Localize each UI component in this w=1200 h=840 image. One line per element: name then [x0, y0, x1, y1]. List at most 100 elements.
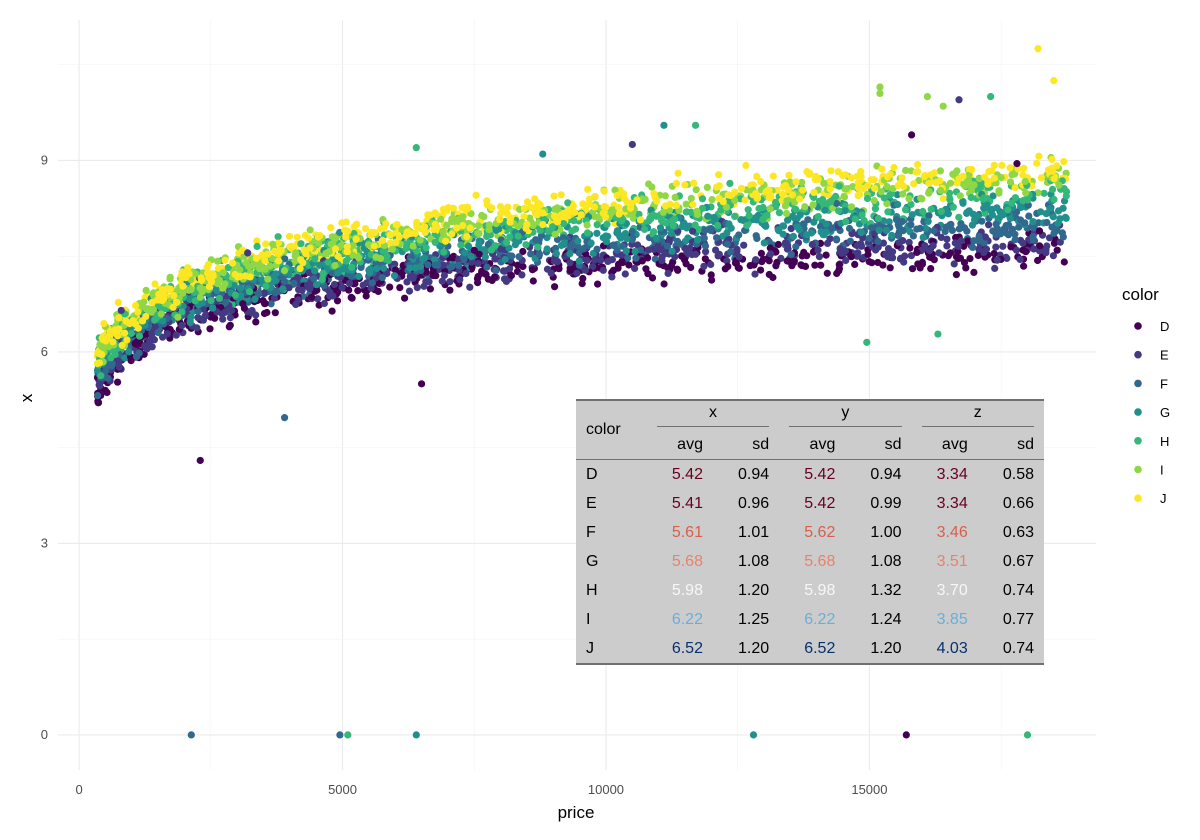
data-point: [420, 282, 428, 290]
data-point: [272, 270, 280, 278]
data-point: [198, 299, 206, 307]
data-point: [842, 185, 850, 193]
legend-label-E: E: [1160, 348, 1169, 363]
table-cell-avg: 5.98: [804, 581, 836, 599]
data-point: [920, 173, 929, 181]
data-point: [236, 266, 244, 274]
data-point: [320, 299, 328, 308]
data-point: [875, 226, 883, 234]
table-row-label: J: [586, 639, 594, 657]
legend-label-G: G: [1160, 405, 1170, 420]
data-point: [715, 195, 723, 203]
data-point: [953, 167, 961, 175]
legend-key-G: [1134, 408, 1142, 416]
data-point: [253, 260, 262, 268]
data-point: [808, 240, 816, 249]
data-point: [885, 218, 893, 226]
data-point: [378, 236, 387, 244]
data-point: [152, 314, 160, 322]
data-point: [225, 323, 233, 331]
data-point: [507, 214, 515, 222]
data-point: [955, 213, 963, 221]
data-point: [261, 289, 269, 297]
data-point: [214, 264, 222, 272]
data-point: [355, 272, 363, 280]
data-point: [919, 233, 927, 241]
data-point: [880, 194, 888, 202]
data-point: [417, 380, 426, 388]
data-point: [432, 222, 440, 230]
data-point: [520, 213, 528, 221]
data-point: [755, 204, 763, 213]
y-axis-title: x: [17, 393, 36, 402]
data-point: [921, 242, 929, 250]
data-point: [114, 378, 122, 386]
data-point: [890, 163, 898, 172]
data-point: [107, 354, 115, 362]
data-point: [954, 254, 962, 263]
data-point: [342, 233, 350, 241]
data-point: [796, 211, 804, 219]
data-point: [817, 261, 825, 269]
data-point: [527, 203, 535, 211]
data-point: [567, 244, 575, 252]
data-point: [277, 247, 285, 255]
data-point: [539, 150, 547, 158]
data-point: [108, 360, 116, 368]
data-point: [1043, 218, 1051, 227]
data-point: [981, 173, 989, 181]
data-point: [882, 250, 890, 258]
data-point: [431, 256, 439, 264]
data-point: [327, 224, 335, 232]
data-point: [700, 262, 708, 270]
data-point: [723, 257, 731, 265]
data-point: [577, 211, 585, 219]
data-point: [1025, 212, 1033, 220]
data-point: [1049, 185, 1057, 193]
data-point: [347, 293, 355, 301]
data-point: [1035, 152, 1043, 160]
data-point: [692, 186, 700, 194]
data-point: [889, 184, 897, 193]
summary-table: color x y z avg sd avg sd avg sd D 5.42 0.…: [576, 399, 1044, 665]
data-point: [951, 239, 959, 247]
data-point: [244, 249, 252, 257]
data-point: [962, 264, 970, 272]
data-point: [480, 213, 488, 221]
data-point: [822, 220, 830, 228]
data-point: [464, 203, 472, 211]
data-point: [499, 267, 508, 275]
data-point: [708, 196, 716, 204]
data-point: [878, 165, 886, 173]
table-cell-avg: 3.34: [936, 465, 968, 483]
data-point: [528, 266, 537, 274]
data-point: [678, 252, 686, 260]
data-point: [990, 174, 998, 182]
data-point: [590, 203, 599, 211]
data-point: [883, 200, 891, 208]
data-point: [379, 247, 387, 255]
data-point: [453, 224, 461, 232]
data-point: [1037, 174, 1045, 182]
data-point: [422, 244, 430, 252]
data-point: [246, 288, 254, 296]
table-cell-sd: 1.01: [738, 523, 770, 541]
data-point: [1050, 77, 1058, 85]
data-point: [613, 191, 621, 199]
data-point: [196, 293, 204, 301]
x-tick-label: 5000: [328, 782, 357, 797]
data-point: [1042, 210, 1050, 218]
data-point: [906, 244, 914, 252]
data-point: [519, 262, 527, 271]
data-point: [466, 283, 474, 291]
data-point: [965, 177, 973, 185]
data-point: [197, 274, 205, 282]
data-point: [550, 192, 558, 200]
data-point: [704, 212, 712, 220]
data-point: [121, 329, 129, 337]
data-point: [575, 257, 583, 265]
data-point: [343, 248, 351, 256]
data-point: [674, 169, 682, 177]
data-point: [221, 256, 229, 264]
data-point: [753, 216, 761, 224]
